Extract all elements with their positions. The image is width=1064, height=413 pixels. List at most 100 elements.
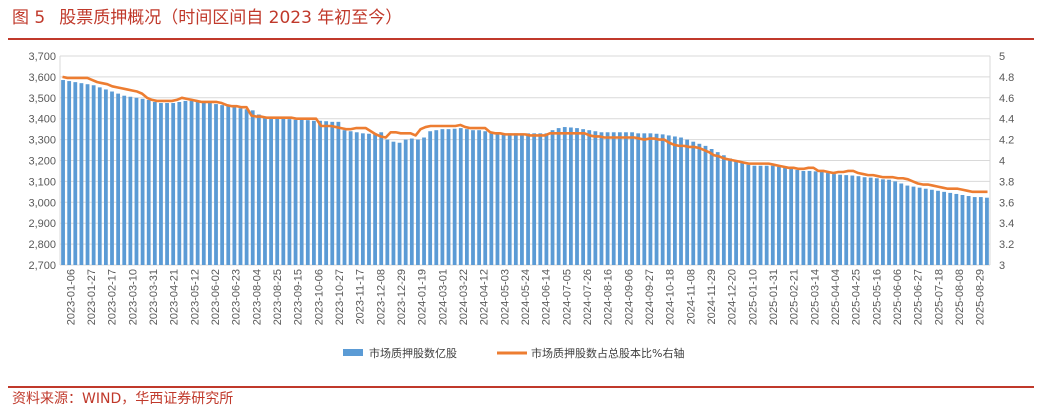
- bar: [110, 91, 114, 265]
- x-tick-label: 2023-03-31: [148, 269, 160, 325]
- left-tick-label: 3,100: [28, 176, 56, 188]
- bar: [391, 141, 396, 265]
- bar: [256, 114, 261, 266]
- figure-title-text: 股票质押概况（时间区间自 2023 年初至今）: [59, 8, 403, 28]
- x-tick-label: 2024-01-19: [417, 269, 429, 325]
- bar: [483, 131, 488, 265]
- right-axis-ticks: 3 3.2 3.4 3.6 3.8 4 4.2 4.4 4.6 4.8 5: [999, 51, 1014, 272]
- bar: [697, 143, 702, 265]
- x-tick-label: 2023-01-06: [65, 269, 77, 325]
- x-tick-label: 2024-09-06: [623, 269, 635, 325]
- x-axis-ticks: 2023-01-06 2023-01-27 2023-02-17 2023-03-10…: [65, 269, 986, 325]
- bar: [734, 160, 738, 265]
- bar: [685, 139, 690, 265]
- left-tick-label: 3,300: [28, 135, 56, 147]
- bar: [189, 100, 194, 265]
- bar: [373, 133, 377, 265]
- x-tick-label: 2025-04-25: [851, 269, 863, 325]
- bar: [238, 108, 243, 265]
- x-tick-label: 2023-01-27: [86, 269, 98, 325]
- x-tick-label: 2025-06-06: [892, 269, 904, 325]
- bar: [269, 117, 273, 265]
- x-tick-label: 2024-08-16: [603, 269, 615, 325]
- bar: [73, 82, 78, 266]
- bar: [752, 165, 757, 265]
- bar: [477, 130, 482, 265]
- bar: [844, 175, 849, 265]
- x-tick-label: 2024-05-24: [520, 269, 532, 325]
- x-tick-label: 2024-03-01: [437, 269, 449, 325]
- bar: [312, 120, 316, 265]
- bar: [709, 149, 714, 265]
- x-tick-label: 2024-07-26: [582, 269, 594, 325]
- bar: [960, 194, 965, 265]
- bar: [899, 183, 904, 265]
- legend-bar-swatch: [343, 349, 363, 356]
- bar: [275, 118, 280, 265]
- bar: [985, 197, 989, 265]
- series-line: [62, 75, 988, 194]
- x-tick-label: 2025-02-21: [789, 269, 801, 325]
- x-tick-label: 2025-08-08: [954, 269, 966, 325]
- bar: [122, 95, 127, 266]
- left-tick-label: 3,200: [28, 156, 56, 168]
- bar: [495, 132, 500, 265]
- bar: [91, 85, 96, 265]
- bar: [617, 132, 622, 265]
- left-tick-label: 3,700: [28, 51, 56, 63]
- bar: [79, 83, 84, 265]
- bar: [562, 127, 567, 265]
- bar: [599, 132, 604, 265]
- left-tick-label: 2,700: [28, 260, 56, 272]
- bar: [385, 139, 390, 265]
- source-rule: [8, 386, 1034, 388]
- bar-series: [61, 80, 989, 266]
- bar: [201, 101, 206, 265]
- bar: [874, 178, 879, 265]
- x-tick-label: 2025-04-04: [830, 269, 842, 325]
- right-tick-label: 3.8: [999, 176, 1014, 188]
- x-tick-label: 2025-03-14: [809, 269, 821, 325]
- bar: [440, 129, 445, 265]
- bar: [140, 98, 145, 265]
- x-tick-label: 2025-05-16: [871, 269, 883, 325]
- x-tick-label: 2024-07-05: [561, 269, 573, 325]
- bar: [887, 179, 891, 265]
- bar: [305, 120, 310, 265]
- bar: [679, 137, 683, 265]
- right-tick-label: 4.4: [999, 114, 1014, 126]
- x-tick-label: 2025-06-27: [913, 269, 925, 325]
- bar: [948, 192, 953, 265]
- left-tick-label: 3,000: [28, 197, 56, 209]
- x-tick-label: 2024-05-03: [499, 269, 511, 325]
- bar: [807, 170, 812, 265]
- bar: [434, 130, 439, 265]
- bar: [354, 132, 359, 265]
- bar: [838, 174, 842, 265]
- x-tick-label: 2023-12-29: [396, 269, 408, 325]
- bar: [397, 142, 402, 265]
- bar: [464, 129, 469, 265]
- title-rule: [8, 38, 1034, 40]
- bar: [593, 131, 598, 265]
- x-tick-label: 2024-11-29: [706, 269, 718, 324]
- bar: [538, 133, 543, 265]
- bar: [575, 128, 579, 265]
- bar: [813, 171, 818, 265]
- bar: [544, 133, 549, 265]
- x-tick-label: 2023-05-12: [189, 269, 201, 325]
- bar: [673, 136, 677, 265]
- bar: [134, 97, 139, 265]
- bar: [318, 120, 322, 265]
- bar: [954, 193, 959, 265]
- bar: [183, 100, 188, 265]
- bar: [403, 139, 408, 265]
- x-tick-label: 2023-09-15: [293, 269, 305, 325]
- bar: [721, 155, 726, 265]
- bar: [281, 118, 286, 265]
- bar: [917, 187, 922, 265]
- x-tick-label: 2024-11-08: [685, 269, 697, 324]
- bar: [728, 158, 732, 265]
- bar: [660, 134, 665, 266]
- x-tick-label: 2023-10-06: [313, 269, 325, 325]
